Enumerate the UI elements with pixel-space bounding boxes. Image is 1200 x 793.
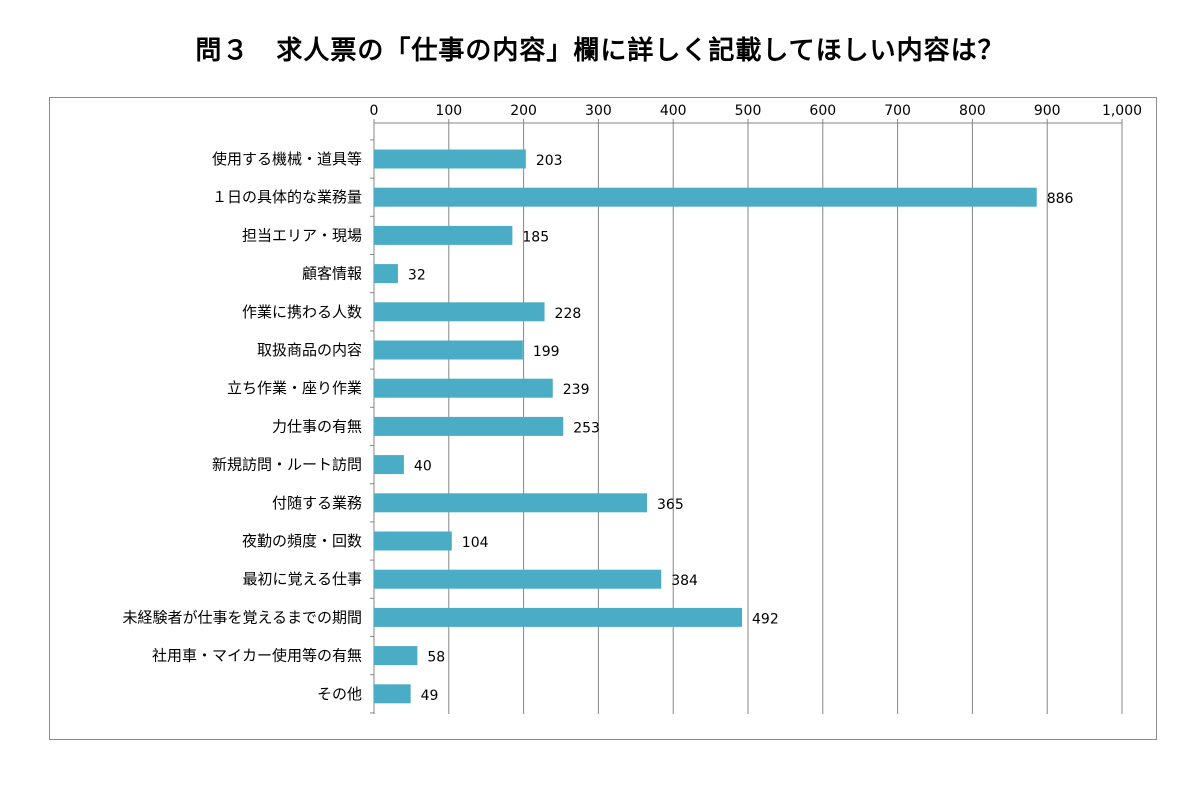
category-label: 未経験者が仕事を覚えるまでの期間 [122,608,362,626]
x-tick-label: 800 [959,103,986,119]
category-label: 社用車・マイカー使用等の有無 [152,647,362,665]
bar [374,302,545,322]
x-tick-label: 1,000 [1102,103,1142,119]
bar [374,340,523,360]
chart-frame: 0 100 200 300 400 500 600 700 800 900 1,000 使用する機械・… [49,97,1157,740]
bar [374,646,418,666]
bar [374,569,662,589]
category-label: 夜勤の頻度・回数 [242,532,362,550]
category-label: 使用する機械・道具等 [212,150,362,168]
category-label: 取扱商品の内容 [257,341,362,359]
category-label: 作業に携わる人数 [242,303,362,321]
data-label: 199 [533,344,560,360]
category-label: 最初に覚える仕事 [242,570,362,588]
data-label: 492 [752,611,779,627]
bar [374,531,452,551]
data-label: 886 [1047,191,1074,207]
category-label: その他 [317,685,362,703]
x-tick-label: 900 [1034,103,1061,119]
bar-chart: 0 100 200 300 400 500 600 700 800 900 1,000 使用する機械・… [122,103,1142,714]
category-label: １日の具体的な業務量 [212,188,362,206]
bar [374,455,404,475]
bar [374,149,526,169]
data-label: 104 [462,535,489,551]
bar [374,493,648,513]
data-label: 239 [563,382,590,398]
x-tick-label: 100 [435,103,462,119]
bar [374,416,564,436]
data-label: 365 [657,497,684,513]
x-tick-label: 600 [809,103,836,119]
category-label: 担当エリア・現場 [242,226,362,244]
data-label: 228 [555,306,582,322]
x-tick-label: 200 [510,103,537,119]
data-label: 40 [414,459,432,475]
data-label: 203 [536,153,563,169]
category-label: 顧客情報 [302,265,362,283]
page-title: 問３ 求人票の「仕事の内容」欄に詳しく記載してほしい内容は？ [195,36,1005,66]
bar [374,607,743,627]
category-label: 力仕事の有無 [272,417,362,435]
bar [374,187,1037,207]
x-tick-label: 300 [585,103,612,119]
data-label: 253 [573,420,600,436]
x-tick-label: 500 [735,103,762,119]
data-label: 58 [427,650,445,666]
bar [374,225,513,245]
data-label: 49 [421,688,439,704]
bar [374,684,411,704]
bar [374,378,553,398]
x-tick-label: 0 [370,103,379,119]
data-label: 384 [671,573,698,589]
x-tick-label: 400 [660,103,687,119]
category-label: 立ち作業・座り作業 [227,379,362,397]
bar [374,264,398,284]
data-label: 32 [408,268,426,284]
category-label: 付随する業務 [272,494,362,512]
data-label: 185 [522,229,549,245]
x-tick-label: 700 [884,103,911,119]
category-label: 新規訪問・ルート訪問 [212,456,362,474]
